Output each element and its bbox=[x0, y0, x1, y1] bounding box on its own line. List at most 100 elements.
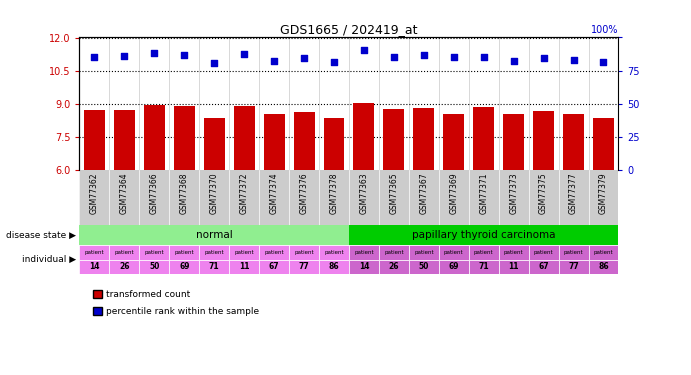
Text: normal: normal bbox=[196, 230, 233, 240]
Text: 11: 11 bbox=[239, 262, 249, 271]
Bar bbox=[473, 107, 494, 170]
Text: papillary thyroid carcinoma: papillary thyroid carcinoma bbox=[412, 230, 556, 240]
Title: GDS1665 / 202419_at: GDS1665 / 202419_at bbox=[281, 23, 417, 36]
Text: GSM77367: GSM77367 bbox=[419, 172, 428, 214]
Text: 14: 14 bbox=[89, 262, 100, 271]
Bar bbox=[499, 245, 529, 260]
Text: 86: 86 bbox=[598, 262, 609, 271]
Point bbox=[448, 54, 460, 60]
Text: transformed count: transformed count bbox=[106, 290, 191, 299]
Text: percentile rank within the sample: percentile rank within the sample bbox=[106, 307, 260, 316]
Bar bbox=[259, 245, 289, 260]
Text: 67: 67 bbox=[538, 262, 549, 271]
Text: GSM77378: GSM77378 bbox=[330, 172, 339, 214]
Text: patient: patient bbox=[504, 250, 524, 255]
Bar bbox=[79, 260, 109, 274]
Text: 50: 50 bbox=[419, 262, 429, 271]
Text: patient: patient bbox=[594, 250, 614, 255]
Text: patient: patient bbox=[444, 250, 464, 255]
Point bbox=[538, 56, 549, 62]
Bar bbox=[349, 225, 618, 245]
Bar bbox=[294, 112, 314, 170]
Bar bbox=[319, 260, 349, 274]
Text: 69: 69 bbox=[448, 262, 459, 271]
Text: patient: patient bbox=[533, 250, 553, 255]
Bar bbox=[169, 260, 199, 274]
Text: GSM77372: GSM77372 bbox=[240, 172, 249, 214]
Bar bbox=[144, 105, 164, 170]
Point bbox=[598, 59, 609, 65]
Bar bbox=[319, 245, 349, 260]
Bar bbox=[109, 245, 140, 260]
Bar bbox=[593, 118, 614, 170]
Point bbox=[388, 54, 399, 60]
Bar bbox=[409, 260, 439, 274]
Bar bbox=[84, 110, 105, 170]
Text: 71: 71 bbox=[209, 262, 220, 271]
Text: patient: patient bbox=[564, 250, 583, 255]
Text: patient: patient bbox=[294, 250, 314, 255]
Bar bbox=[589, 245, 618, 260]
Point bbox=[209, 60, 220, 66]
Point bbox=[478, 54, 489, 60]
Bar bbox=[140, 245, 169, 260]
Point bbox=[568, 57, 579, 63]
Text: patient: patient bbox=[144, 250, 164, 255]
Text: GSM77365: GSM77365 bbox=[389, 172, 399, 214]
Bar bbox=[259, 260, 289, 274]
Bar bbox=[468, 245, 499, 260]
Text: 69: 69 bbox=[179, 262, 189, 271]
Point bbox=[418, 52, 429, 58]
Point bbox=[328, 59, 339, 65]
Bar bbox=[384, 109, 404, 170]
Bar bbox=[289, 260, 319, 274]
Text: GSM77364: GSM77364 bbox=[120, 172, 129, 214]
Text: GSM77375: GSM77375 bbox=[539, 172, 548, 214]
Bar bbox=[173, 106, 195, 170]
Bar bbox=[349, 260, 379, 274]
Bar bbox=[109, 260, 140, 274]
Bar bbox=[439, 245, 468, 260]
Text: patient: patient bbox=[414, 250, 434, 255]
Text: 11: 11 bbox=[509, 262, 519, 271]
Text: GSM77370: GSM77370 bbox=[209, 172, 219, 214]
Bar bbox=[563, 114, 584, 170]
Bar bbox=[379, 260, 409, 274]
Bar bbox=[323, 118, 344, 170]
Text: patient: patient bbox=[324, 250, 344, 255]
Text: disease state ▶: disease state ▶ bbox=[6, 231, 76, 240]
Text: GSM77374: GSM77374 bbox=[269, 172, 278, 214]
Text: GSM77376: GSM77376 bbox=[299, 172, 309, 214]
Bar bbox=[204, 118, 225, 170]
Point bbox=[299, 56, 310, 62]
Bar bbox=[79, 225, 349, 245]
Text: patient: patient bbox=[384, 250, 404, 255]
Bar bbox=[349, 245, 379, 260]
Text: GSM77377: GSM77377 bbox=[569, 172, 578, 214]
Text: 26: 26 bbox=[119, 262, 130, 271]
Bar bbox=[409, 245, 439, 260]
Text: GSM77369: GSM77369 bbox=[449, 172, 458, 214]
Text: 77: 77 bbox=[568, 262, 579, 271]
Bar bbox=[468, 260, 499, 274]
Text: patient: patient bbox=[205, 250, 224, 255]
Bar bbox=[140, 260, 169, 274]
Text: GSM77363: GSM77363 bbox=[359, 172, 368, 214]
Text: 100%: 100% bbox=[591, 25, 618, 35]
Bar bbox=[589, 260, 618, 274]
Text: patient: patient bbox=[115, 250, 134, 255]
Bar bbox=[234, 106, 254, 170]
Text: 26: 26 bbox=[388, 262, 399, 271]
Bar bbox=[379, 245, 409, 260]
Text: patient: patient bbox=[474, 250, 493, 255]
Point bbox=[179, 52, 190, 58]
Text: GSM77368: GSM77368 bbox=[180, 172, 189, 214]
Text: patient: patient bbox=[234, 250, 254, 255]
Text: patient: patient bbox=[84, 250, 104, 255]
Text: patient: patient bbox=[264, 250, 284, 255]
Text: patient: patient bbox=[174, 250, 194, 255]
Text: 50: 50 bbox=[149, 262, 160, 271]
Bar bbox=[499, 260, 529, 274]
Text: 86: 86 bbox=[329, 262, 339, 271]
Point bbox=[269, 58, 280, 64]
